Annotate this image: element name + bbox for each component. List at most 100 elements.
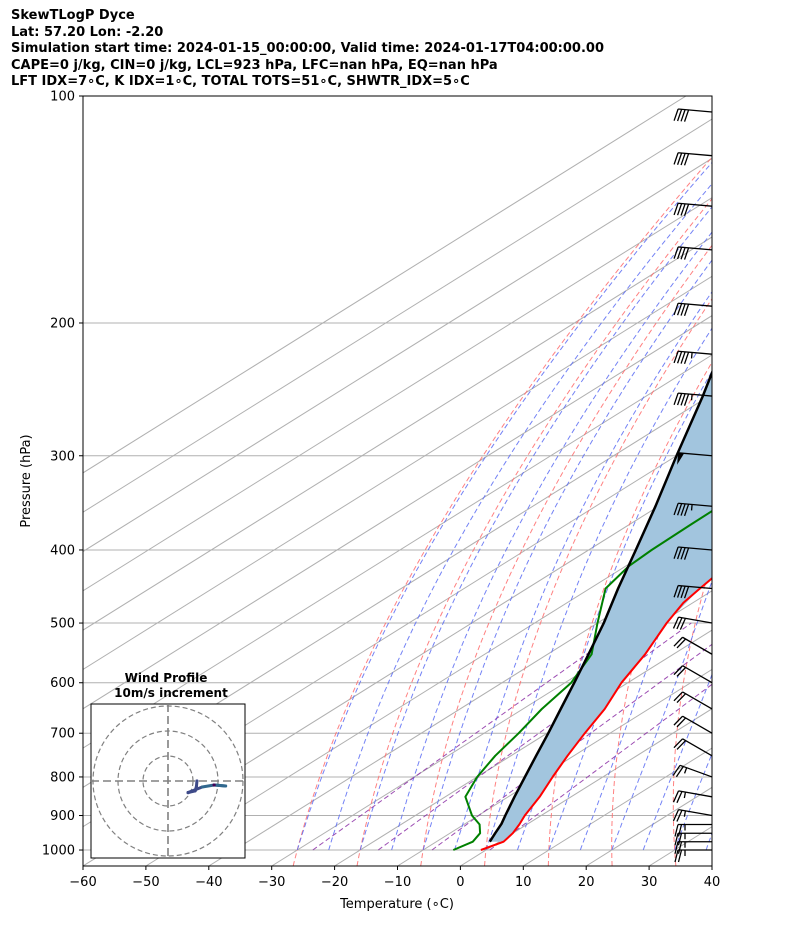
wind-barb — [672, 764, 713, 778]
moist-adiabat — [422, 259, 712, 851]
background-lines — [83, 96, 794, 866]
wind-barb — [674, 849, 712, 863]
isotherm — [83, 236, 712, 631]
x-axis-label: Temperature (∘C) — [339, 897, 454, 912]
y-tick-label: 300 — [50, 449, 75, 464]
isotherm — [83, 96, 687, 474]
dry-adiabat — [420, 244, 712, 866]
cape-cin-area — [489, 372, 712, 842]
wind-barb — [673, 246, 713, 260]
x-tick-label: −50 — [132, 875, 159, 890]
moist-adiabat — [642, 673, 712, 851]
hodograph-segment — [186, 785, 204, 795]
y-tick-label: 1000 — [42, 844, 75, 859]
moist-adiabat — [485, 327, 712, 851]
wind-barb — [672, 616, 713, 630]
wind-barb — [672, 808, 713, 822]
wind-barb — [673, 691, 713, 710]
moist-adiabat — [738, 96, 794, 850]
wind-barb — [673, 350, 713, 365]
wind-barb — [673, 302, 713, 317]
wind-barb — [674, 823, 712, 837]
isotherm — [145, 511, 712, 866]
dry-adiabat — [790, 96, 794, 866]
isotherm — [208, 550, 712, 866]
dry-adiabat — [733, 96, 794, 866]
wind-barb — [672, 790, 713, 804]
location-line: Lat: 57.20 Lon: -2.20 — [11, 24, 164, 40]
wind-barb — [673, 665, 713, 684]
wind-barbs — [672, 108, 713, 863]
x-tick-label: −40 — [195, 875, 222, 890]
wind-barb — [677, 452, 713, 465]
y-axis-label: Pressure (hPa) — [19, 434, 34, 527]
isotherm — [397, 668, 712, 866]
isotherm — [271, 590, 712, 866]
y-tick-label: 100 — [50, 90, 75, 105]
chart-title: SkewTLogP Dyce — [11, 8, 135, 23]
moist-adiabat — [674, 752, 712, 851]
indices-line-1: CAPE=0 j/kg, CIN=0 j/kg, LCL=923 hPa, LF… — [11, 57, 498, 73]
y-tick-label: 500 — [50, 617, 75, 632]
time-line: Simulation start time: 2024-01-15_00:00:… — [11, 41, 604, 56]
axis-ticks: −60 −50 −40 −30 −20 −10 0 10 20 30 40 100 200 300 400 5… — [42, 90, 720, 891]
isotherm — [334, 629, 712, 866]
moist-adiabat — [579, 490, 712, 851]
moist-adiabat — [391, 231, 712, 851]
x-tick-label: 0 — [456, 875, 464, 890]
moist-adiabat — [611, 579, 712, 851]
wind-barb — [673, 392, 713, 406]
mixing-ratio-line — [312, 622, 631, 851]
x-tick-label: −20 — [321, 875, 348, 890]
y-tick-label: 400 — [50, 543, 75, 558]
dry-adiabat — [547, 361, 712, 866]
isotherm — [83, 157, 712, 553]
x-tick-label: 40 — [704, 875, 721, 890]
isotherm — [711, 865, 712, 866]
wind-barb — [674, 841, 712, 854]
y-tick-label: 600 — [50, 676, 75, 691]
moist-adiabat — [548, 423, 712, 851]
moist-adiabat — [769, 96, 794, 850]
profile-line-0 — [480, 576, 712, 851]
wind-barb — [673, 636, 713, 655]
y-tick-label: 200 — [50, 316, 75, 331]
hodograph: Wind Profile 10m/s increment — [90, 671, 246, 859]
wind-barb — [673, 738, 713, 757]
wind-barb — [673, 108, 713, 122]
x-tick-label: 20 — [578, 875, 595, 890]
isotherm — [83, 118, 712, 513]
y-tick-label: 700 — [50, 727, 75, 742]
dry-adiabat — [292, 156, 712, 866]
profile-line-1 — [452, 509, 712, 851]
wind-barb — [673, 502, 713, 517]
moist-adiabat — [328, 183, 712, 851]
moist-adiabat — [705, 831, 712, 851]
x-tick-label: 30 — [641, 875, 658, 890]
x-tick-label: −30 — [258, 875, 285, 890]
wind-barb — [673, 546, 713, 560]
isotherm — [460, 708, 712, 866]
dry-adiabat — [484, 297, 712, 866]
x-tick-label: −10 — [384, 875, 411, 890]
wind-barb — [673, 584, 713, 599]
chart-header: SkewTLogP Dyce Lat: 57.20 Lon: -2.20 Sim… — [11, 8, 604, 91]
wind-barb — [674, 832, 712, 846]
isotherm — [83, 197, 712, 592]
x-tick-label: 10 — [515, 875, 532, 890]
profile-line-2 — [488, 369, 712, 843]
y-tick-label: 800 — [50, 770, 75, 785]
x-tick-label: −60 — [69, 875, 96, 890]
isotherm — [83, 275, 712, 671]
isotherm — [83, 315, 712, 710]
hodograph-segment — [200, 783, 216, 789]
moist-adiabat — [296, 161, 712, 851]
y-tick-label: 900 — [50, 809, 75, 824]
hodograph-subtitle: 10m/s increment — [114, 686, 228, 700]
profiles — [452, 369, 712, 851]
wind-barb — [673, 715, 713, 734]
mixing-ratio-line — [431, 643, 712, 851]
indices-line-2: LFT IDX=7∘C, K IDX=1∘C, TOTAL TOTS=51∘C,… — [11, 74, 470, 89]
wind-barb — [673, 152, 713, 166]
